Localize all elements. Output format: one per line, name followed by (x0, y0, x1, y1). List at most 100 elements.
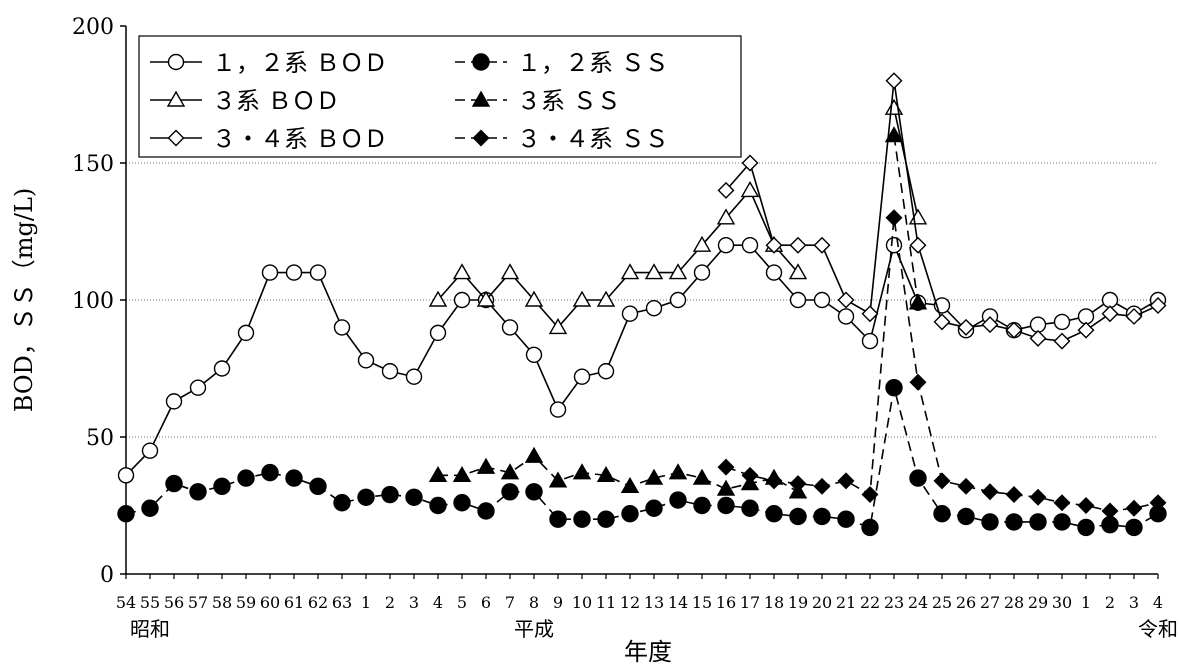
series-line (437, 188, 799, 329)
data-point (1029, 513, 1047, 531)
y-tick-label: 200 (72, 15, 114, 40)
series-line (125, 387, 1159, 529)
x-tick-label: 11 (596, 593, 616, 612)
data-point (1077, 321, 1095, 339)
data-point (524, 290, 544, 307)
y-axis-label: BOD，ＳＳ（mg/L) (10, 188, 38, 413)
x-tick-label: 63 (332, 593, 352, 612)
legend-marker (472, 53, 490, 71)
data-point (261, 463, 279, 482)
data-point (333, 494, 351, 512)
x-tick-label: 10 (572, 593, 592, 612)
data-point (501, 319, 519, 336)
data-point (1029, 488, 1047, 506)
data-point (621, 505, 639, 523)
data-point (261, 264, 279, 281)
data-point (117, 505, 135, 523)
legend-marker (471, 90, 491, 107)
data-point (885, 72, 903, 90)
x-tick-label: 60 (260, 593, 280, 612)
data-point (476, 290, 496, 307)
data-point (765, 472, 783, 490)
data-point (1101, 305, 1119, 323)
data-point (884, 126, 904, 143)
data-point (692, 468, 712, 485)
x-tick-label: 13 (644, 593, 664, 612)
data-point (477, 502, 495, 520)
series-line (125, 242, 1159, 476)
x-tick-label: 59 (236, 593, 256, 612)
data-point (1125, 499, 1143, 517)
data-point (789, 291, 807, 309)
x-tick-label: 25 (932, 593, 952, 612)
data-point (597, 510, 615, 528)
data-point (717, 181, 735, 199)
data-point (572, 463, 592, 480)
data-point (693, 496, 711, 515)
data-point (837, 472, 855, 490)
data-point (765, 236, 783, 254)
data-point (645, 499, 663, 517)
data-point (693, 264, 711, 281)
data-point (621, 305, 639, 322)
data-point (789, 475, 807, 493)
data-point (549, 510, 567, 528)
data-point (669, 491, 687, 509)
data-point (933, 472, 951, 490)
data-point (405, 488, 423, 506)
x-tick-label: 3 (1129, 593, 1139, 612)
era-label: 令和 (1138, 617, 1178, 641)
data-point (645, 300, 663, 317)
data-point (357, 488, 375, 506)
x-tick-label: 57 (188, 593, 208, 612)
x-tick-label: 1 (1081, 593, 1091, 612)
x-tick-label: 62 (308, 593, 328, 612)
data-point (428, 290, 448, 307)
data-point (789, 507, 807, 526)
x-tick-label: 26 (956, 593, 976, 612)
data-point (453, 291, 471, 309)
data-point (1053, 313, 1071, 331)
data-point (476, 457, 496, 474)
x-tick-label: 9 (553, 593, 563, 612)
data-point (861, 332, 879, 350)
x-tick-label: 56 (164, 593, 184, 612)
legend-marker (167, 53, 185, 71)
data-point (909, 373, 927, 391)
data-point (500, 263, 520, 280)
data-point (1101, 502, 1119, 520)
legend-label: ３系 ＳＳ (517, 87, 621, 115)
era-label: 昭和 (130, 617, 170, 641)
x-tick-label: 19 (788, 593, 808, 612)
data-point (789, 236, 807, 254)
data-point (717, 236, 735, 254)
x-tick-label: 14 (668, 593, 688, 612)
data-point (885, 378, 903, 397)
data-point (692, 235, 712, 252)
data-point (429, 496, 447, 515)
x-tick-label: 8 (529, 593, 539, 612)
data-point (669, 291, 687, 309)
legend-label: １，２系 ＢＯＤ (212, 49, 388, 77)
x-tick-label: 22 (860, 593, 880, 612)
data-point (885, 236, 903, 254)
x-tick-label: 5 (457, 593, 467, 612)
series-5 (717, 72, 1167, 350)
data-point (740, 180, 760, 198)
data-point (861, 486, 879, 504)
legend-marker (472, 129, 490, 147)
data-point (189, 379, 207, 396)
legend-marker (167, 129, 185, 147)
data-point (165, 393, 183, 410)
x-tick-label: 17 (740, 593, 760, 612)
data-point (573, 368, 591, 385)
data-point (213, 477, 231, 496)
data-point (644, 468, 664, 485)
x-tick-label: 58 (212, 593, 232, 612)
series-line (438, 455, 799, 493)
data-point (1125, 518, 1143, 537)
data-point (237, 469, 255, 487)
data-point (452, 465, 472, 483)
data-point (549, 401, 567, 418)
x-tick-label: 18 (764, 593, 784, 612)
